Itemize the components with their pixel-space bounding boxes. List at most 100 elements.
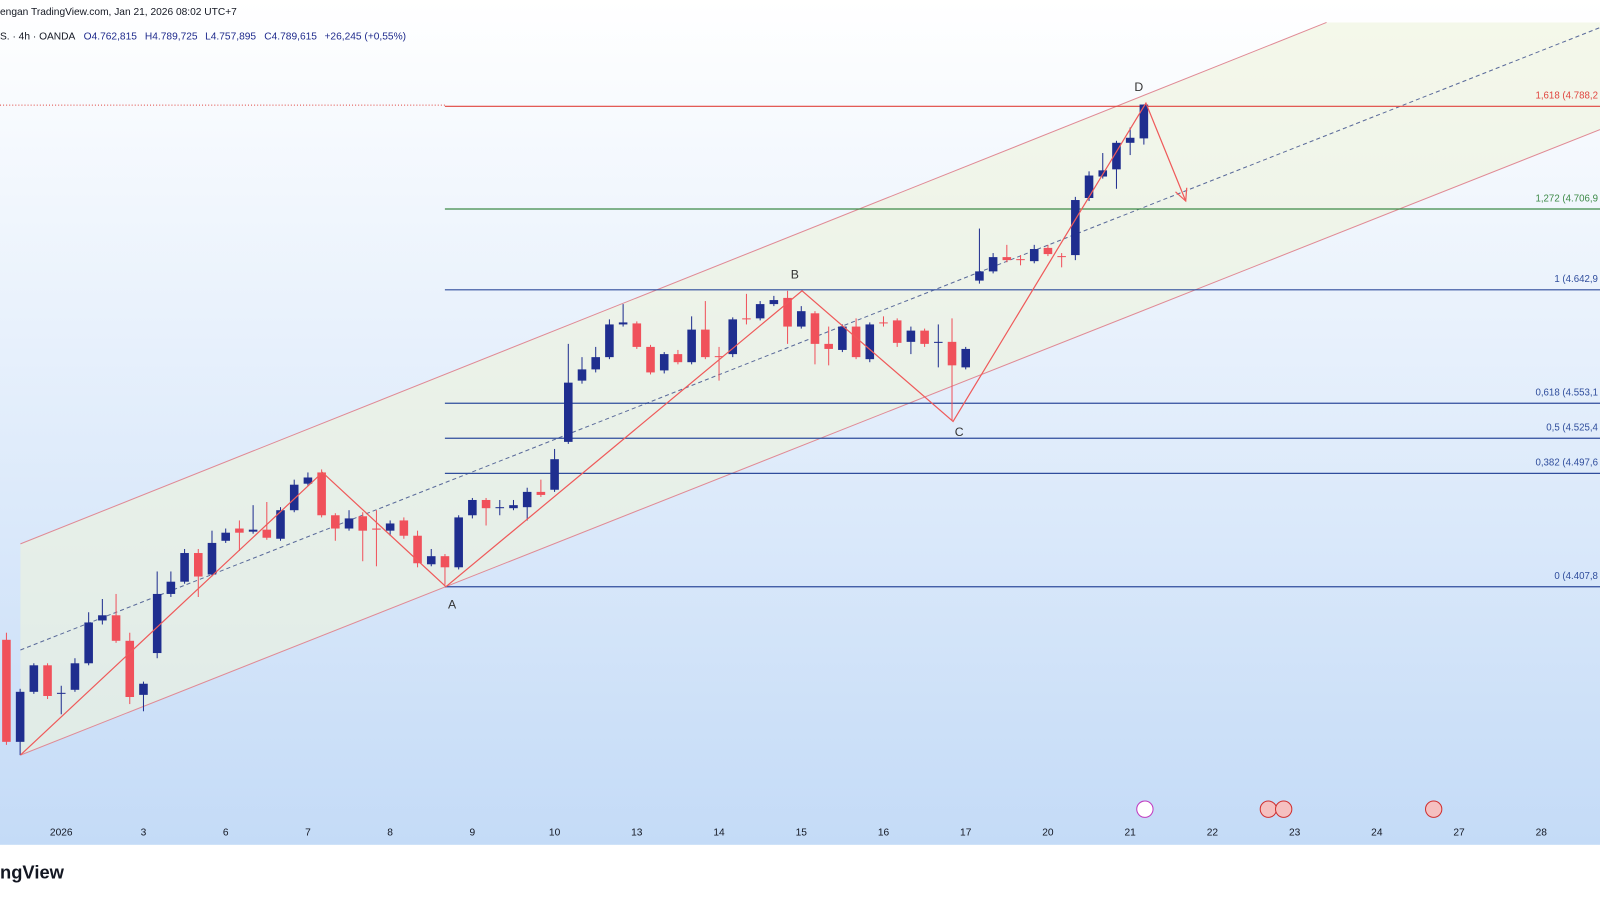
candle-body xyxy=(440,556,450,568)
candle-body xyxy=(824,343,833,349)
candle-body xyxy=(454,517,463,568)
x-tick-label: 6 xyxy=(223,827,229,838)
fib-label: 1,272 (4.706,9 xyxy=(1535,193,1597,204)
x-tick-label: 27 xyxy=(1453,827,1465,838)
event-icon[interactable] xyxy=(1259,800,1278,818)
candle-body xyxy=(742,318,751,320)
candle-body xyxy=(481,499,491,509)
published-note: engan TradingView.com, Jan 21, 2026 08:0… xyxy=(0,7,237,18)
candle-body xyxy=(289,484,299,511)
candle-body xyxy=(536,491,546,495)
candle-body xyxy=(180,553,189,582)
footer-background xyxy=(0,844,1600,900)
channel-fill xyxy=(20,22,1600,756)
event-icon[interactable] xyxy=(1136,800,1154,818)
x-tick-label: 16 xyxy=(878,827,890,838)
candle-body xyxy=(372,528,381,530)
x-tick-label: 9 xyxy=(470,827,476,838)
x-tick-label: 13 xyxy=(631,827,643,838)
candle-body xyxy=(1016,259,1025,261)
candle-body xyxy=(1084,175,1094,199)
candle-body xyxy=(276,510,285,539)
x-tick-label: 8 xyxy=(387,827,393,838)
x-axis: 2026 3 6 7 8 9 10 13 14 15 16 17 20 21 22 23 24 27 28 xyxy=(50,827,1547,838)
candle-body xyxy=(358,516,368,531)
candle-body xyxy=(755,304,765,319)
candles xyxy=(2,104,1149,756)
candle-body xyxy=(769,300,779,305)
x-tick-label: 23 xyxy=(1289,827,1301,838)
candle-body xyxy=(331,515,340,529)
candle-body xyxy=(1057,256,1066,258)
x-tick-label: 20 xyxy=(1042,827,1054,838)
event-icon[interactable] xyxy=(1275,800,1293,818)
candle-body xyxy=(988,257,998,272)
candle-body xyxy=(262,529,272,538)
candle-body xyxy=(1112,142,1121,170)
candle-body xyxy=(851,326,861,358)
ohlc-open: O4.762,815 xyxy=(84,31,138,42)
channel-lower xyxy=(20,129,1600,756)
logo: ngView xyxy=(0,861,65,882)
ohlc-change: +26,245 (+0,55%) xyxy=(324,31,406,42)
candle-body xyxy=(1002,257,1012,261)
candle-body xyxy=(139,683,148,695)
candle-body xyxy=(947,341,957,366)
candle-body xyxy=(673,354,683,363)
candle-body xyxy=(714,356,724,358)
candle-body xyxy=(577,369,587,381)
harmonic-pattern xyxy=(19,101,1187,756)
fib-label: 1,618 (4.788,2 xyxy=(1535,91,1597,102)
channel-upper xyxy=(20,21,1327,545)
candle-body xyxy=(111,615,121,641)
point-label: C xyxy=(955,425,964,439)
x-tick-label: 2026 xyxy=(50,827,73,838)
candle-body xyxy=(194,553,203,577)
event-icon[interactable] xyxy=(1425,800,1443,818)
candle-body xyxy=(98,615,107,621)
candle-body xyxy=(221,532,230,541)
candle-body xyxy=(838,326,847,350)
ohlc-low: L4.757,895 xyxy=(205,31,256,42)
x-tick-label: 10 xyxy=(549,827,561,838)
candle-body xyxy=(495,507,505,509)
candle-body xyxy=(1029,249,1039,262)
candle-body xyxy=(687,329,696,363)
event-icons xyxy=(1136,800,1443,818)
candle-body xyxy=(892,320,902,343)
candle-body xyxy=(317,472,326,516)
candle-body xyxy=(2,639,11,742)
candle-body xyxy=(783,297,792,327)
ohlc-high: H4.789,725 xyxy=(145,31,198,42)
candle-body xyxy=(426,556,436,565)
candle-body xyxy=(1139,104,1149,139)
candle-body xyxy=(646,346,655,373)
candle-body xyxy=(235,528,244,533)
candle-body xyxy=(207,542,217,575)
candle-body xyxy=(961,348,971,368)
x-tick-label: 21 xyxy=(1124,827,1136,838)
candle-body xyxy=(413,535,422,564)
candle-body xyxy=(385,523,395,531)
candle-body xyxy=(618,322,628,325)
candle-body xyxy=(810,313,820,344)
fib-label: 0 (4.407,8 xyxy=(1554,571,1598,582)
channel-median xyxy=(20,27,1600,651)
candle-body xyxy=(701,329,710,358)
candle-body xyxy=(56,692,66,694)
candle-body xyxy=(865,324,875,360)
candle-body xyxy=(659,354,669,371)
candle-body xyxy=(15,691,25,742)
candle-body xyxy=(934,341,943,343)
candle-body xyxy=(509,505,518,509)
fib-label: 0,382 (4.497,6 xyxy=(1535,458,1597,469)
point-label: A xyxy=(448,597,457,611)
fib-levels: 1,618 (4.788,2 1,272 (4.706,9 1 (4.642,9 0,… xyxy=(444,91,1600,588)
candle-body xyxy=(591,357,600,370)
point-label: B xyxy=(791,268,799,282)
x-tick-label: 15 xyxy=(796,827,808,838)
candle-body xyxy=(522,491,532,508)
x-tick-label: 3 xyxy=(141,827,147,838)
x-tick-label: 7 xyxy=(305,827,311,838)
